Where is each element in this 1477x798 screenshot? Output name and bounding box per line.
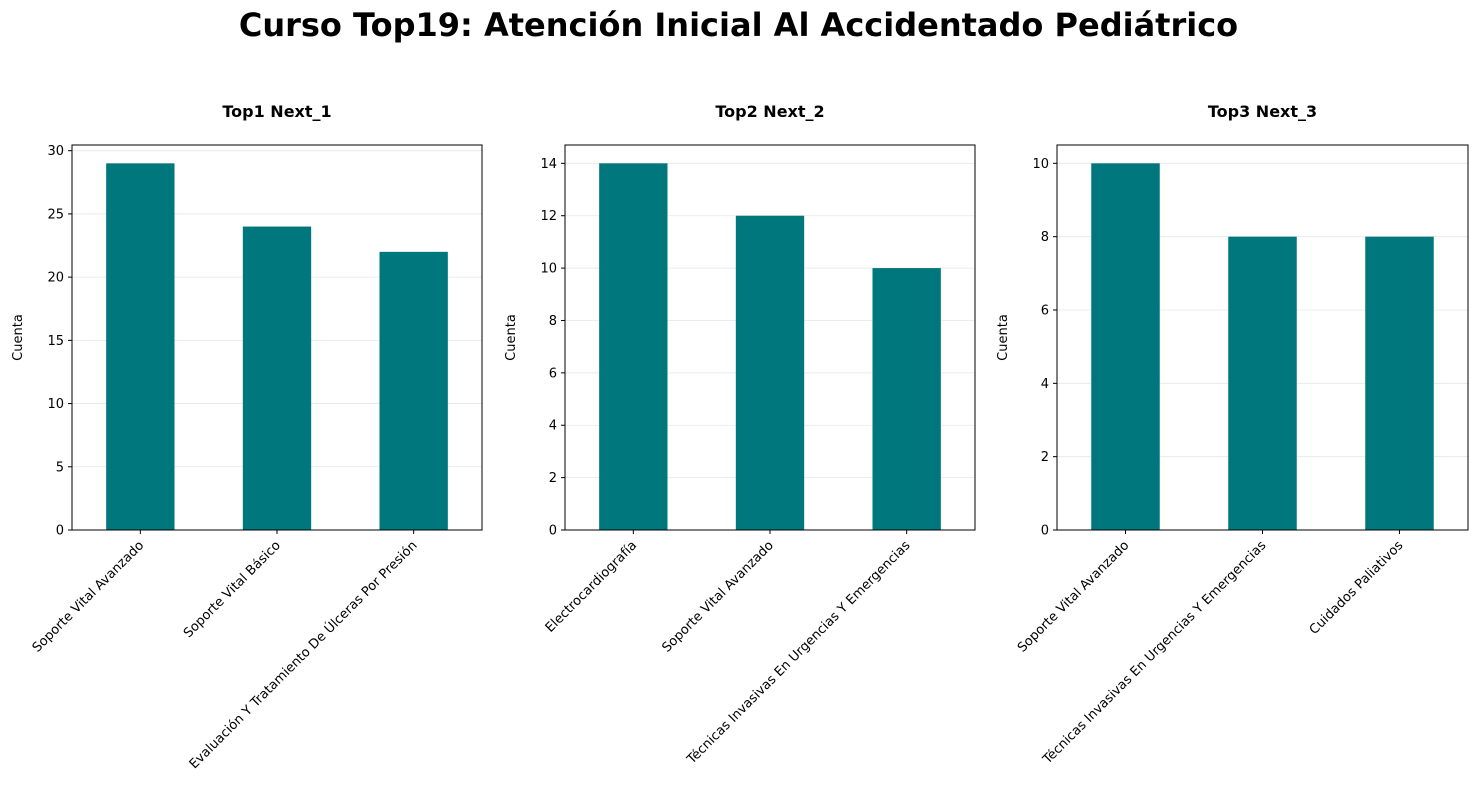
bar-3 (1365, 236, 1434, 530)
y-tick-label-3: 6 (1041, 304, 1049, 319)
chart-panel-2: 0 2 4 6 8 10 12 14 Electrocardiografía Soporte Vi… (504, 102, 976, 768)
bar-1 (599, 163, 668, 531)
y-tick-label-2: 4 (549, 419, 557, 434)
x-tick-label-2: Evaluación Y Tratamiento De Úlceras Por … (186, 538, 421, 773)
y-tick-label-3: 6 (549, 366, 557, 381)
x-tick-label-0: Soporte Vital Avanzado (1015, 538, 1132, 655)
y-axis-label: Cuenta (996, 314, 1011, 361)
y-tick-label-0: 0 (549, 524, 557, 539)
chart-panel-1: 0 5 10 15 20 25 30 Soporte Vital Avanzado Soport… (11, 102, 483, 773)
bar-2 (1228, 236, 1297, 530)
y-tick-label-5: 10 (1032, 157, 1049, 172)
y-axis-label: Cuenta (11, 314, 26, 361)
y-tick-label-3: 15 (47, 334, 64, 349)
chart-title: Top2 Next_2 (715, 102, 824, 121)
y-tick-label-5: 10 (540, 262, 557, 277)
y-tick-label-6: 30 (47, 144, 64, 159)
bar-1 (1091, 163, 1160, 531)
x-tick-label-0: Soporte Vital Avanzado (30, 538, 147, 655)
y-tick-label-2: 10 (47, 397, 64, 412)
bar-2 (242, 226, 312, 530)
bar-3 (379, 251, 448, 530)
y-tick-label-5: 25 (47, 207, 64, 222)
bar-3 (872, 268, 941, 530)
x-tick-label-1: Técnicas Invasivas En Urgencias Y Emerge… (1040, 538, 1270, 768)
y-tick-label-6: 12 (540, 209, 557, 224)
chart-title: Top1 Next_1 (222, 102, 331, 121)
x-tick-label-1: Soporte Vital Básico (181, 538, 284, 641)
y-tick-label-1: 2 (549, 471, 557, 486)
bar-2 (735, 215, 805, 530)
x-tick-label-0: Electrocardiografía (543, 538, 640, 635)
y-tick-label-0: 0 (1041, 524, 1049, 539)
y-tick-label-1: 5 (56, 460, 64, 475)
chart-title: Top3 Next_3 (1208, 102, 1317, 121)
y-axis-label: Cuenta (504, 314, 519, 361)
y-tick-label-1: 2 (1041, 450, 1049, 465)
x-tick-label-2: Cuidados Paliativos (1307, 538, 1407, 638)
y-tick-label-2: 4 (1041, 377, 1049, 392)
bar-1 (106, 163, 175, 531)
y-tick-label-4: 8 (1041, 230, 1049, 245)
y-tick-label-4: 20 (47, 271, 64, 286)
y-tick-label-0: 0 (56, 524, 64, 539)
x-tick-label-2: Técnicas Invasivas En Urgencias Y Emerge… (684, 538, 914, 768)
y-tick-label-7: 14 (540, 157, 557, 172)
figure-title: Curso Top19: Atención Inicial Al Acciden… (238, 6, 1239, 44)
x-tick-label-1: Soporte Vital Avanzado (659, 538, 776, 655)
y-tick-label-4: 8 (549, 314, 557, 329)
